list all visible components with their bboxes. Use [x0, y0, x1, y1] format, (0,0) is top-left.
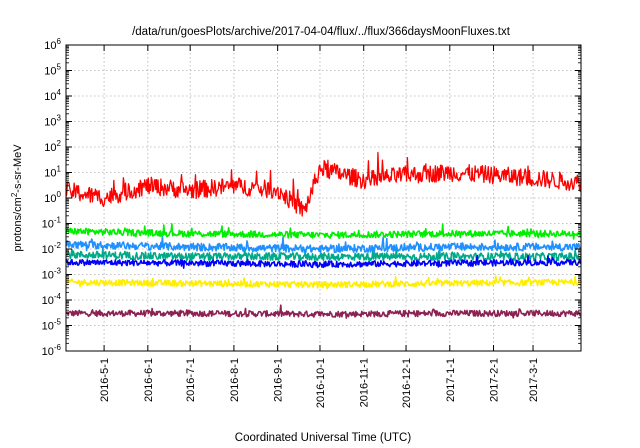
- y-tick-label-base: 10: [42, 321, 54, 333]
- y-axis: 10610510410310210110010-110-210-310-410-…: [42, 37, 581, 358]
- y-tick-label-exp: -2: [54, 241, 62, 250]
- x-tick-label: 2016-11-1: [359, 358, 371, 407]
- series-line: [65, 247, 582, 262]
- y-tick-label: 10-5: [42, 318, 62, 333]
- y-tick-label-exp: 4: [57, 88, 62, 97]
- y-tick-label-exp: 2: [57, 139, 62, 148]
- y-tick-label: 104: [44, 88, 61, 103]
- x-axis: 2016-5-1 2016-6-1 2016-7-1 2016-8-1 2016-9-1…: [99, 45, 540, 408]
- x-tick-label: 2016-8-1: [229, 358, 241, 402]
- series-line: [65, 223, 582, 240]
- y-tick-label-base: 10: [42, 219, 54, 231]
- x-tick-label: 2017-2-1: [489, 358, 501, 402]
- x-tick-label: 2016-5-1: [99, 358, 111, 402]
- x-axis-label: Coordinated Universal Time (UTC): [235, 432, 412, 444]
- y-tick-label-exp: 3: [57, 114, 62, 123]
- x-tick-label: 2017-3-1: [528, 358, 540, 402]
- x-tick-label: 2016-9-1: [273, 358, 285, 402]
- x-tick-label: 2016-12-1: [401, 358, 413, 408]
- y-tick-label: 102: [44, 139, 61, 154]
- y-tick-label-exp: -5: [54, 318, 62, 327]
- y-tick-label-exp: -6: [54, 343, 62, 352]
- y-tick-label-exp: -3: [54, 267, 62, 276]
- y-tick-label-base: 10: [44, 40, 56, 52]
- y-tick-label-base: 10: [42, 295, 54, 307]
- grid: [66, 45, 581, 351]
- y-tick-label: 103: [44, 114, 61, 129]
- series-line: [65, 151, 582, 217]
- x-tick-label: 2016-6-1: [143, 358, 155, 402]
- y-axis-label-prefix: protons/cm: [12, 197, 24, 251]
- y-tick-label-exp: 1: [57, 165, 62, 174]
- y-tick-label-base: 10: [44, 193, 56, 205]
- y-tick-label: 10-4: [42, 292, 62, 307]
- y-tick-label-exp: -1: [54, 216, 62, 225]
- y-axis-label-sup: 2: [10, 192, 19, 197]
- series-line: [65, 236, 582, 254]
- y-tick-label-exp: -4: [54, 292, 62, 301]
- y-axis-label: protons/cm2-s-sr-MeV: [10, 144, 24, 252]
- y-tick-label-base: 10: [44, 168, 56, 180]
- x-tick-label: 2016-10-1: [315, 358, 327, 408]
- y-tick-label: 10-6: [42, 343, 62, 358]
- series-line: [65, 275, 582, 290]
- series-layer: [65, 151, 582, 319]
- y-tick-label-base: 10: [44, 142, 56, 154]
- y-tick-label-base: 10: [44, 66, 56, 78]
- y-tick-label-exp: 0: [57, 190, 62, 199]
- y-tick-label-base: 10: [44, 117, 56, 129]
- y-tick-label: 106: [44, 37, 61, 52]
- y-tick-label-exp: 6: [57, 37, 62, 46]
- chart-title: /data/run/goesPlots/archive/2017-04-04/f…: [132, 26, 511, 38]
- y-tick-label-base: 10: [42, 270, 54, 282]
- y-tick-label-exp: 5: [57, 63, 62, 72]
- y-tick-label-base: 10: [42, 244, 54, 256]
- y-tick-label: 10-2: [42, 241, 62, 256]
- y-tick-label: 101: [44, 165, 61, 180]
- y-tick-label: 105: [44, 63, 61, 78]
- series-line: [65, 304, 582, 319]
- y-tick-label-base: 10: [42, 346, 54, 358]
- y-tick-label: 10-1: [42, 216, 62, 231]
- y-tick-label-base: 10: [44, 91, 56, 103]
- y-tick-label: 10-3: [42, 267, 62, 282]
- x-tick-label: 2017-1-1: [445, 358, 457, 402]
- y-tick-label: 100: [44, 190, 61, 205]
- series-line: [65, 254, 582, 269]
- y-axis-label-suffix: -s-sr-MeV: [12, 144, 24, 193]
- x-tick-label: 2016-7-1: [185, 358, 197, 402]
